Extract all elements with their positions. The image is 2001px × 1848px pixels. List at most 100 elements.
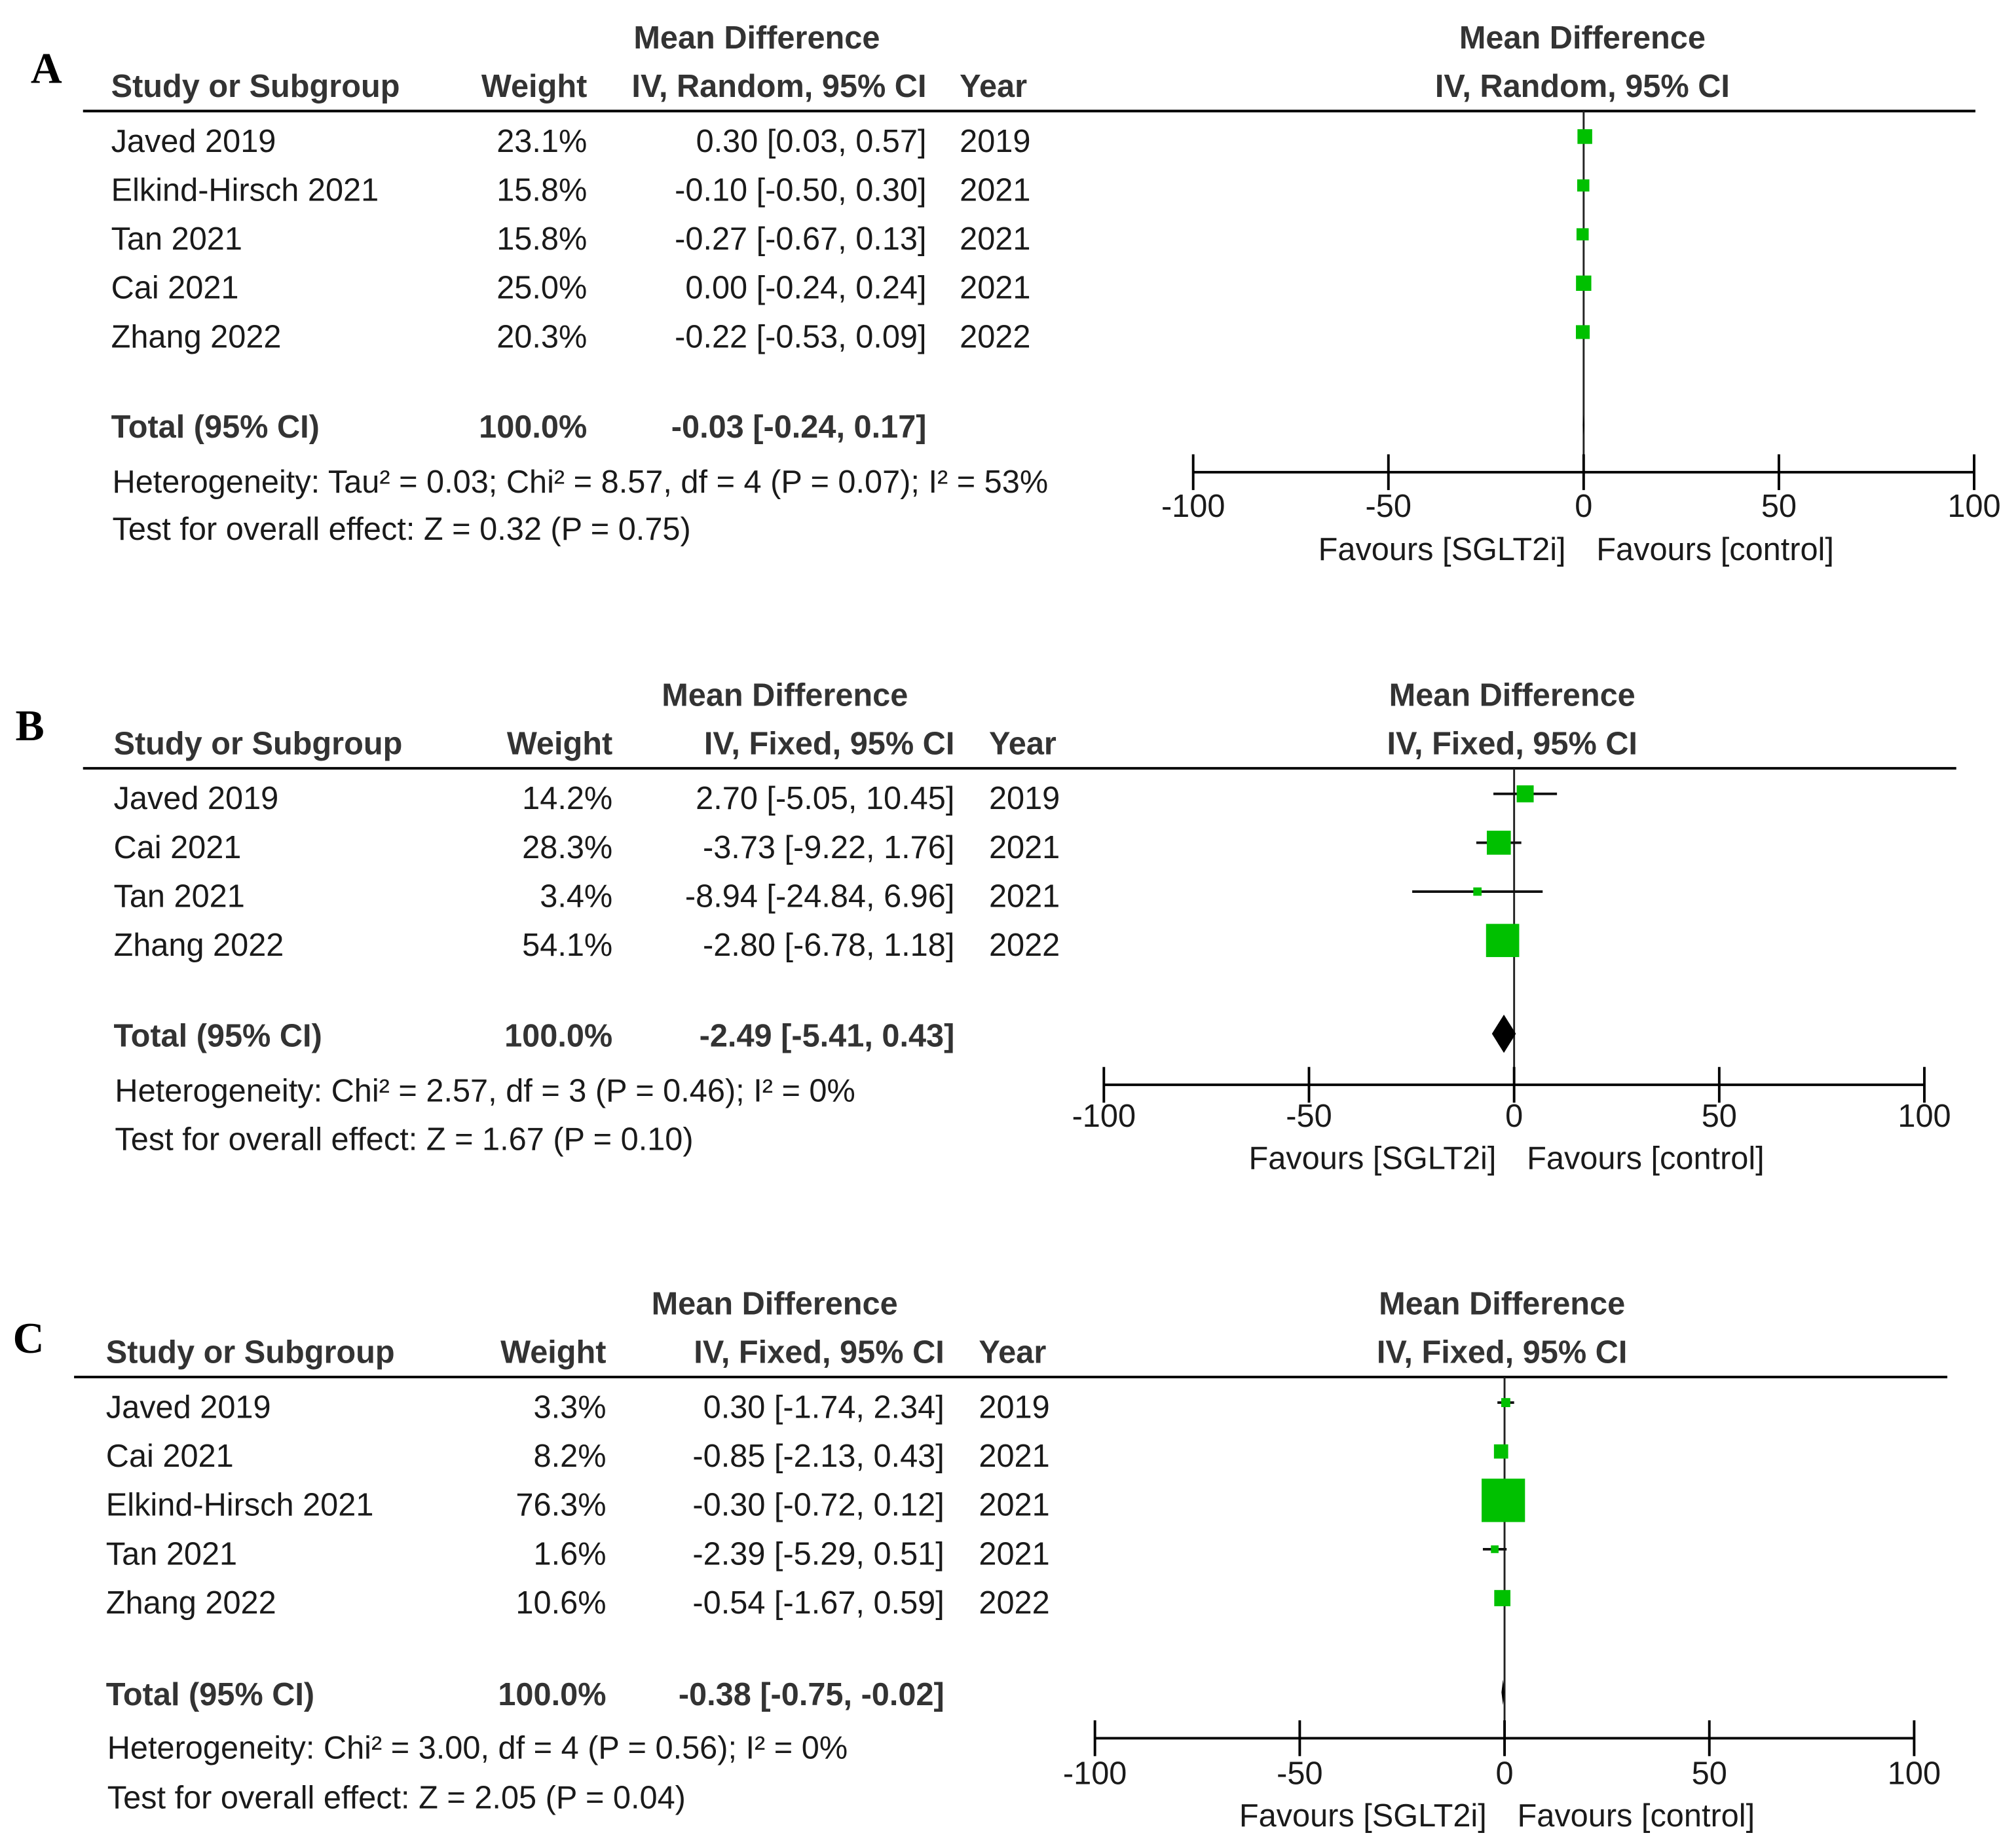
study-row: Zhang 2022 20.3% -0.22 [-0.53, 0.09] 2022: [111, 319, 1590, 354]
study-year: 2022: [960, 319, 1030, 354]
x-tick-label: 0: [1496, 1756, 1514, 1792]
x-tick-label: -50: [1277, 1756, 1322, 1792]
total-weight: 100.0%: [504, 1019, 612, 1054]
overall-effect-text: Test for overall effect: Z = 0.32 (P = 0…: [113, 512, 691, 547]
study-effect-ci: -0.10 [-0.50, 0.30]: [675, 172, 926, 208]
panel-b: B Mean Difference Study or Subgroup Weight I…: [15, 677, 1956, 1177]
study-weight: 10.6%: [515, 1585, 606, 1621]
header-method: IV, Fixed, 95% CI: [704, 726, 954, 761]
plot-header-mean-difference: Mean Difference: [1459, 20, 1706, 56]
study-weight: 8.2%: [534, 1439, 607, 1474]
study-effect-ci: 2.70 [-5.05, 10.45]: [696, 781, 954, 816]
study-row: Cai 2021 28.3% -3.73 [-9.22, 1.76] 2021: [113, 830, 1522, 865]
study-effect-ci: -0.85 [-2.13, 0.43]: [692, 1439, 944, 1474]
study-weight: 20.3%: [496, 319, 587, 354]
study-row: Zhang 2022 54.1% -2.80 [-6.78, 1.18] 2022: [113, 924, 1520, 963]
header-mean-difference: Mean Difference: [633, 20, 880, 56]
x-tick-label: 50: [1692, 1756, 1727, 1792]
panel-label: B: [15, 702, 44, 750]
study-name: Javed 2019: [111, 124, 276, 159]
study-year: 2021: [960, 221, 1030, 257]
effect-marker: [1576, 228, 1589, 240]
study-effect-ci: -2.39 [-5.29, 0.51]: [692, 1536, 944, 1572]
heterogeneity-text: Heterogeneity: Chi² = 3.00, df = 4 (P = …: [107, 1731, 848, 1766]
study-effect-ci: -0.27 [-0.67, 0.13]: [675, 221, 926, 257]
plot-header-method: IV, Fixed, 95% CI: [1387, 726, 1637, 761]
study-effect-ci: -0.22 [-0.53, 0.09]: [675, 319, 926, 354]
study-row: Elkind-Hirsch 2021 76.3% -0.30 [-0.72, 0.1…: [106, 1479, 1525, 1523]
effect-marker: [1494, 1590, 1511, 1606]
study-weight: 3.3%: [534, 1389, 607, 1425]
header-method: IV, Fixed, 95% CI: [694, 1335, 944, 1370]
panel-label: C: [13, 1315, 45, 1363]
effect-marker: [1576, 275, 1592, 291]
effect-marker: [1486, 831, 1511, 855]
header-year: Year: [979, 1335, 1046, 1370]
x-tick-label: -50: [1286, 1099, 1332, 1134]
study-year: 2019: [960, 124, 1030, 159]
study-effect-ci: -3.73 [-9.22, 1.76]: [703, 830, 954, 865]
study-name: Zhang 2022: [111, 319, 282, 354]
total-row: Total (95% CI) 100.0% -2.49 [-5.41, 0.43]: [113, 1014, 1516, 1054]
plot-header-method: IV, Random, 95% CI: [1435, 69, 1730, 104]
header-mean-difference: Mean Difference: [662, 677, 908, 713]
study-effect-ci: 0.30 [-1.74, 2.34]: [703, 1389, 944, 1425]
study-weight: 25.0%: [496, 271, 587, 306]
overall-effect-text: Test for overall effect: Z = 1.67 (P = 0…: [115, 1122, 693, 1157]
study-row: Tan 2021 15.8% -0.27 [-0.67, 0.13] 2021: [111, 221, 1589, 257]
x-tick-label: 100: [1888, 1756, 1941, 1792]
heterogeneity-text: Heterogeneity: Chi² = 2.57, df = 3 (P = …: [115, 1073, 855, 1108]
total-label: Total (95% CI): [113, 1019, 322, 1054]
total-effect-ci: -2.49 [-5.41, 0.43]: [700, 1019, 955, 1054]
x-tick-label: -100: [1063, 1756, 1127, 1792]
overall-effect-text: Test for overall effect: Z = 2.05 (P = 0…: [107, 1781, 686, 1816]
study-year: 2022: [979, 1585, 1049, 1621]
total-effect-ci: -0.38 [-0.75, -0.02]: [679, 1677, 944, 1712]
study-weight: 1.6%: [534, 1536, 607, 1572]
header-mean-difference: Mean Difference: [652, 1287, 898, 1322]
x-tick-label: -100: [1161, 489, 1225, 524]
study-effect-ci: -0.30 [-0.72, 0.12]: [692, 1488, 944, 1523]
effect-marker: [1482, 1479, 1525, 1522]
study-name: Zhang 2022: [106, 1585, 276, 1621]
header-study: Study or Subgroup: [113, 726, 402, 761]
effect-marker: [1473, 887, 1482, 896]
x-tick-label: 50: [1761, 489, 1797, 524]
pooled-diamond: [1582, 415, 1584, 436]
study-weight: 54.1%: [522, 928, 612, 963]
study-weight: 76.3%: [515, 1488, 606, 1523]
favours-right-label: Favours [control]: [1518, 1798, 1755, 1834]
effect-marker: [1493, 1444, 1508, 1459]
study-year: 2022: [989, 928, 1060, 963]
effect-marker: [1491, 1545, 1499, 1553]
effect-marker: [1577, 129, 1592, 144]
study-effect-ci: 0.30 [0.03, 0.57]: [696, 124, 927, 159]
study-row: Javed 2019 23.1% 0.30 [0.03, 0.57] 2019: [111, 124, 1592, 159]
study-name: Zhang 2022: [113, 928, 284, 963]
study-name: Tan 2021: [111, 221, 242, 257]
study-weight: 28.3%: [522, 830, 612, 865]
study-name: Elkind-Hirsch 2021: [106, 1488, 374, 1523]
effect-marker: [1501, 1398, 1510, 1407]
effect-marker: [1486, 924, 1520, 957]
study-year: 2021: [989, 830, 1060, 865]
panel-a: A Mean Difference Study or Subgroup Weight I…: [31, 20, 2001, 567]
total-weight: 100.0%: [498, 1677, 606, 1712]
favours-right-label: Favours [control]: [1596, 532, 1834, 567]
study-weight: 15.8%: [496, 221, 587, 257]
header-study: Study or Subgroup: [111, 69, 400, 104]
study-name: Tan 2021: [106, 1536, 237, 1572]
study-row: Cai 2021 25.0% 0.00 [-0.24, 0.24] 2021: [111, 271, 1592, 306]
header-weight: Weight: [500, 1335, 606, 1370]
panel-label: A: [31, 45, 62, 93]
x-tick-label: 50: [1702, 1099, 1737, 1134]
study-name: Tan 2021: [113, 878, 244, 914]
study-weight: 3.4%: [540, 878, 612, 914]
pooled-diamond: [1491, 1014, 1516, 1053]
study-year: 2021: [960, 172, 1030, 208]
total-row: Total (95% CI) 100.0% -0.38 [-0.75, -0.02]: [106, 1677, 1505, 1712]
x-tick-label: 0: [1575, 489, 1592, 524]
study-year: 2021: [979, 1536, 1049, 1572]
total-effect-ci: -0.03 [-0.24, 0.17]: [671, 409, 927, 445]
total-label: Total (95% CI): [106, 1677, 314, 1712]
